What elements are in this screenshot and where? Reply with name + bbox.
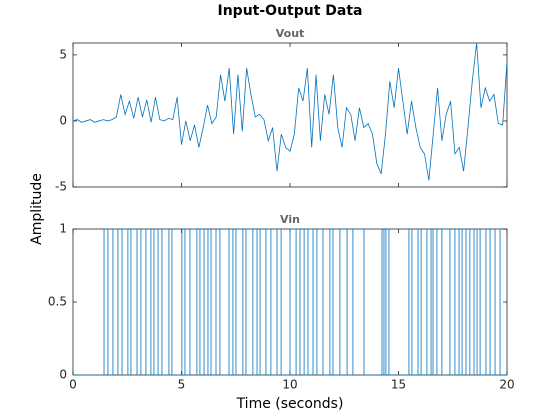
step-segment bbox=[189, 228, 198, 375]
step-segment bbox=[304, 229, 309, 376]
step-segment bbox=[339, 228, 348, 375]
step-segment bbox=[153, 229, 159, 376]
step-segment bbox=[431, 229, 434, 376]
step-segment bbox=[332, 229, 341, 376]
figure-title: Input-Output Data bbox=[218, 3, 363, 19]
y-tick-label: 0.5 bbox=[48, 295, 67, 309]
step-segment bbox=[469, 228, 475, 375]
step-segment bbox=[219, 229, 230, 376]
step-segment bbox=[465, 229, 471, 376]
data-line bbox=[72, 42, 508, 181]
step-segment bbox=[232, 229, 237, 376]
x-tick-label: 0 bbox=[69, 378, 77, 392]
step-segment bbox=[433, 228, 438, 375]
step-segment bbox=[73, 229, 105, 376]
step-segment bbox=[161, 229, 170, 376]
axes: Vout -5 0 5 bbox=[55, 27, 508, 194]
y-tick-label: -5 bbox=[55, 180, 67, 194]
step-segment bbox=[436, 229, 443, 376]
step-segment bbox=[181, 228, 186, 375]
step-segment bbox=[107, 229, 114, 376]
y-tick-label: 5 bbox=[59, 47, 67, 61]
step-segment bbox=[316, 228, 324, 375]
step-segment bbox=[168, 228, 173, 375]
y-axis-label: Amplitude bbox=[29, 173, 45, 245]
step-segment bbox=[418, 228, 422, 375]
step-segment bbox=[127, 229, 132, 376]
step-segment bbox=[145, 229, 152, 376]
axes-title: Vout bbox=[276, 27, 305, 40]
step-segment bbox=[459, 229, 463, 376]
step-segment bbox=[411, 229, 419, 376]
step-segment bbox=[196, 229, 201, 376]
step-segment bbox=[352, 228, 365, 375]
step-segment bbox=[235, 228, 244, 375]
step-segment bbox=[257, 228, 261, 375]
x-tick-label: 20 bbox=[499, 378, 514, 392]
step-segment bbox=[117, 229, 123, 376]
step-segment bbox=[270, 229, 278, 376]
step-segment bbox=[130, 228, 138, 375]
step-segment bbox=[199, 228, 205, 375]
step-segment bbox=[122, 228, 129, 375]
step-segment bbox=[207, 228, 212, 375]
y-tick-label: 0 bbox=[59, 113, 67, 127]
step-segment bbox=[140, 228, 147, 375]
step-segment bbox=[322, 229, 331, 376]
step-segment bbox=[281, 229, 291, 376]
step-segment bbox=[150, 228, 155, 375]
step-segment bbox=[490, 229, 496, 376]
step-segment bbox=[211, 229, 217, 376]
x-axis-label: Time (seconds) bbox=[236, 396, 344, 412]
step-segment bbox=[252, 229, 258, 376]
step-segment bbox=[204, 229, 209, 376]
step-segment bbox=[171, 229, 183, 376]
step-segment bbox=[474, 229, 478, 376]
step-segment bbox=[112, 228, 119, 375]
step-segment bbox=[229, 228, 234, 375]
step-segment bbox=[329, 228, 334, 375]
step-segment bbox=[364, 229, 383, 376]
step-segment bbox=[242, 229, 247, 376]
step-segment bbox=[347, 229, 354, 376]
step-segment bbox=[290, 228, 297, 375]
step-segment bbox=[383, 229, 387, 376]
step-segment bbox=[408, 228, 413, 375]
axes-title: Vin bbox=[280, 213, 300, 226]
step-segment bbox=[449, 229, 456, 376]
step-segment bbox=[441, 228, 451, 375]
axes-frame bbox=[72, 42, 508, 188]
step-segment bbox=[462, 228, 467, 375]
step-segment bbox=[276, 228, 282, 375]
step-segment bbox=[495, 228, 501, 375]
step-segment bbox=[137, 229, 142, 376]
x-tick-label: 15 bbox=[391, 378, 406, 392]
step-segment bbox=[245, 228, 254, 375]
step-segment bbox=[313, 229, 318, 376]
x-tick-label: 5 bbox=[178, 378, 186, 392]
step-segment bbox=[421, 229, 428, 376]
step-segment bbox=[477, 228, 481, 375]
step-segment bbox=[382, 228, 385, 375]
step-segment bbox=[158, 228, 163, 375]
step-segment bbox=[184, 229, 191, 376]
step-segment bbox=[426, 228, 432, 375]
step-segment bbox=[104, 228, 109, 375]
step-segment bbox=[485, 228, 491, 375]
step-segment bbox=[260, 229, 267, 376]
step-segment bbox=[265, 228, 272, 375]
step-segment bbox=[480, 229, 487, 376]
x-tick-label: 10 bbox=[282, 378, 297, 392]
step-segment bbox=[308, 228, 314, 375]
y-tick-label: 1 bbox=[59, 222, 67, 236]
step-segment bbox=[299, 228, 305, 375]
step-segment bbox=[385, 228, 390, 375]
step-segment bbox=[216, 228, 221, 375]
step-segment bbox=[296, 229, 301, 376]
step-segment bbox=[388, 229, 410, 376]
y-tick-label: 0 bbox=[59, 368, 67, 382]
step-segment bbox=[454, 228, 460, 375]
